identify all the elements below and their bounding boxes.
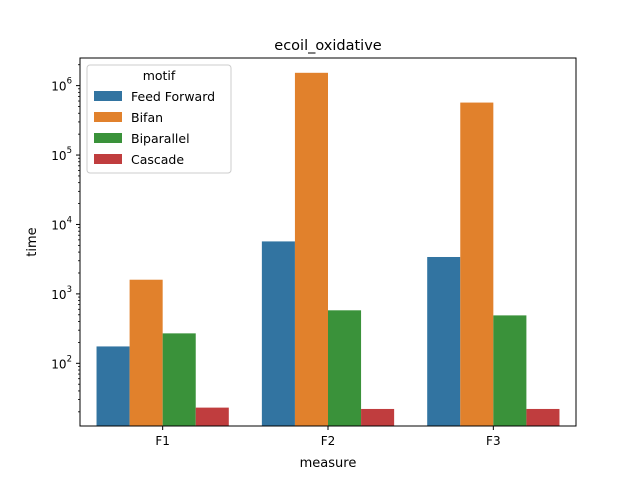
- y-tick-label: 104: [51, 215, 72, 232]
- bar-cascade-f2: [361, 408, 395, 426]
- legend-frame: [86, 64, 232, 174]
- legend-label: Bifan: [131, 110, 163, 125]
- legend-swatch: [94, 133, 122, 143]
- bar-cascade-f1: [195, 407, 229, 426]
- bar-feed-forward-f2: [261, 241, 295, 426]
- legend-entries: Feed Forward Bifan Biparallel Cascade: [94, 89, 215, 167]
- bar-feed-forward-f1: [96, 346, 130, 426]
- y-axis-ticks: 102 103 104 105 106: [51, 64, 80, 413]
- bars-group: [96, 72, 560, 427]
- x-tick-label: F3: [486, 434, 501, 448]
- legend-swatch: [94, 154, 122, 164]
- legend-label: Feed Forward: [131, 89, 215, 104]
- bar-biparallel-f1: [162, 333, 196, 426]
- bar-biparallel-f3: [493, 315, 527, 426]
- plot-area-frame: [79, 57, 577, 427]
- bar-cascade-f3: [526, 408, 560, 426]
- x-tick-label: F1: [155, 434, 170, 448]
- legend-swatch: [94, 112, 122, 122]
- legend-swatch: [94, 91, 122, 101]
- bar-bifan-f2: [294, 72, 328, 426]
- x-axis-label: measure: [300, 456, 357, 471]
- legend: motif Feed Forward Bifan Biparallel Cascade: [86, 64, 232, 174]
- x-axis-ticks: F1 F2 F3: [155, 426, 501, 448]
- y-axis-label: time: [25, 227, 40, 256]
- chart-title: ecoil_oxidative: [274, 38, 381, 54]
- x-tick-label: F2: [321, 434, 336, 448]
- bar-bifan-f1: [129, 279, 163, 426]
- y-tick-label: 105: [51, 146, 72, 163]
- y-tick-label: 103: [51, 285, 72, 302]
- legend-label: Biparallel: [131, 131, 190, 146]
- y-tick-label: 106: [51, 77, 72, 94]
- bar-feed-forward-f3: [427, 256, 461, 426]
- bar-bifan-f3: [460, 102, 494, 427]
- y-tick-label: 102: [51, 354, 72, 371]
- legend-title: motif: [143, 68, 176, 83]
- bar-biparallel-f2: [328, 310, 362, 426]
- legend-label: Cascade: [131, 152, 184, 167]
